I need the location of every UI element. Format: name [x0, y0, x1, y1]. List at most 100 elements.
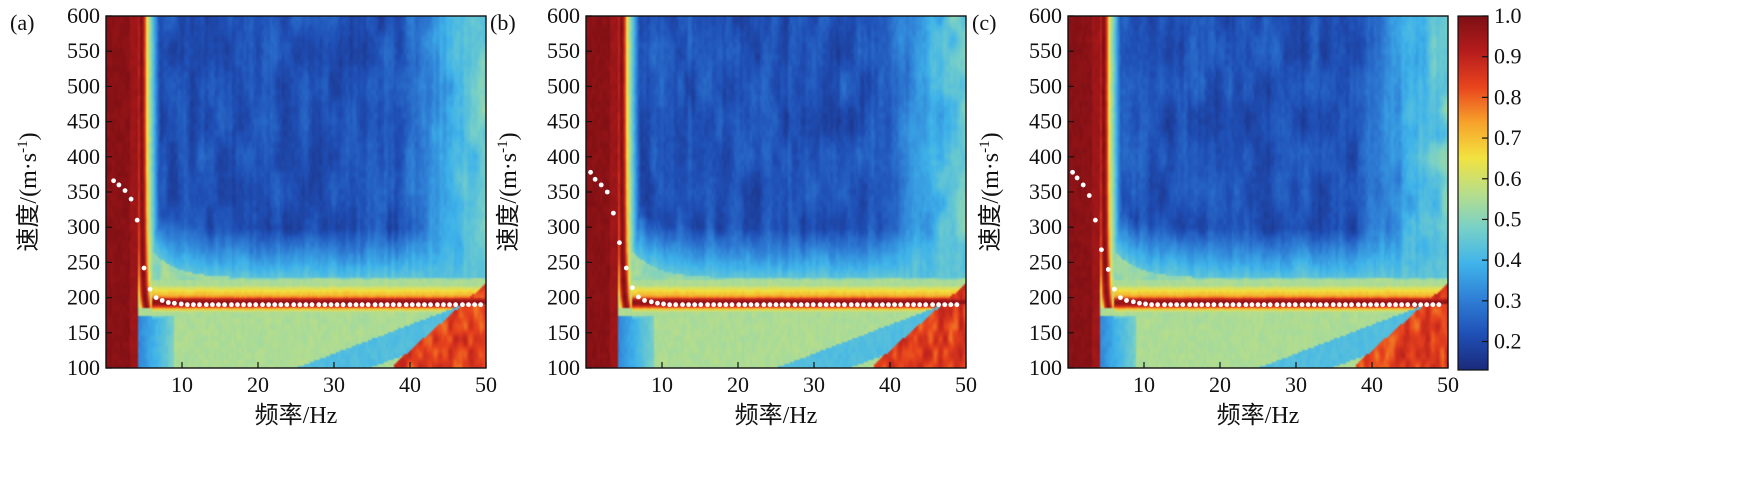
pick-point [673, 302, 679, 308]
pick-point [210, 302, 215, 308]
pick-point [942, 302, 948, 308]
colorbar-tick-label: 0.6 [1494, 166, 1522, 191]
pick-point [1330, 302, 1336, 308]
y-tick-label: 450 [1029, 109, 1062, 134]
pick-point [767, 302, 773, 308]
pick-point [1311, 302, 1317, 308]
pick-point [116, 182, 122, 188]
pick-point [1349, 302, 1354, 308]
pick-point [1393, 302, 1398, 308]
pick-point [692, 302, 698, 308]
x-axis-label: 频率/Hz [1217, 402, 1300, 429]
pick-point [923, 302, 929, 308]
pick-point [472, 302, 477, 308]
x-tick-label: 20 [1209, 372, 1231, 397]
y-tick-label: 100 [67, 355, 100, 380]
y-axis-label-sup: -1 [977, 140, 993, 153]
panel-2: 100 150 200 250 300 350 400 450 500 550 600 10 20 30 4… [490, 3, 977, 429]
pick-point [353, 302, 359, 308]
pick-point [390, 302, 396, 308]
pick-point [191, 302, 196, 308]
y-tick-label: 550 [547, 38, 580, 63]
pick-point [328, 302, 334, 308]
pick-point [1355, 302, 1361, 308]
y-axis-label-end: ) [16, 132, 42, 140]
pick-point [1074, 175, 1080, 181]
pick-point [861, 302, 866, 308]
colorbar-gradient [1458, 16, 1488, 370]
y-axis-label: 速度/(m·s-1) [977, 132, 1004, 251]
y-tick-label: 300 [67, 214, 100, 239]
pick-point [1255, 302, 1261, 308]
pick-point [428, 302, 433, 308]
pick-point [742, 302, 748, 308]
colorbar: 1.0 0.9 0.8 0.7 0.6 0.5 0.4 0.3 0.2 [1457, 3, 1522, 371]
pick-point [1205, 302, 1211, 308]
pick-point [1211, 302, 1217, 308]
pick-point [1261, 302, 1267, 308]
pick-point [1412, 302, 1417, 308]
x-tick-label: 20 [247, 372, 269, 397]
y-tick-label: 250 [1029, 249, 1062, 274]
y-tick-label: 300 [1029, 214, 1062, 239]
pick-point [128, 196, 134, 202]
x-tick-label: 50 [1437, 372, 1459, 397]
pick-point [854, 302, 860, 308]
colorbar-tick-label: 0.2 [1494, 329, 1522, 354]
pick-point [886, 302, 891, 308]
pick-point [848, 302, 854, 308]
pick-point [316, 302, 322, 308]
pick-point [711, 302, 717, 308]
pick-point [1218, 302, 1224, 308]
pick-point [347, 302, 353, 308]
pick-point [1280, 302, 1286, 308]
pick-point [1399, 302, 1405, 308]
colorbar-tick-label: 0.3 [1494, 288, 1522, 313]
y-tick-label: 400 [547, 144, 580, 169]
y-tick-label: 600 [1029, 3, 1062, 28]
x-tick-label: 30 [803, 372, 825, 397]
x-tick-label: 40 [399, 372, 421, 397]
pick-point [792, 302, 798, 308]
pick-point [598, 182, 604, 188]
pick-point [1086, 193, 1092, 198]
y-tick-label: 450 [547, 109, 580, 134]
pick-point [1092, 217, 1098, 223]
y-tick-label: 350 [67, 179, 100, 204]
y-tick-label: 200 [67, 285, 100, 310]
y-tick-label: 550 [67, 38, 100, 63]
pick-point [954, 302, 960, 308]
pick-point [278, 302, 284, 308]
pick-point [1274, 302, 1280, 308]
y-tick-label: 350 [547, 179, 580, 204]
pick-point [588, 169, 593, 175]
y-tick-label: 150 [547, 320, 580, 345]
pick-point [415, 302, 421, 308]
pick-point [642, 298, 647, 303]
pick-point [1418, 302, 1424, 308]
y-tick-label: 150 [67, 320, 100, 345]
pick-point [930, 302, 935, 308]
y-axis-label: 速度/(m·s-1) [15, 132, 42, 251]
pick-point [303, 302, 309, 308]
panel-1: 100 150 200 250 300 350 400 450 500 550 600 10 20 30 4… [10, 3, 497, 429]
pick-point [1324, 302, 1329, 308]
pick-point [1180, 302, 1186, 308]
pick-point [1292, 302, 1298, 308]
pick-point [1243, 302, 1249, 308]
pick-point [629, 285, 635, 291]
pick-point [235, 302, 240, 308]
pick-point [1336, 302, 1342, 308]
pick-point [761, 302, 767, 308]
dispersion-heatmap [586, 16, 966, 368]
pick-point [122, 188, 128, 193]
pick-point [396, 302, 402, 308]
pick-point [453, 302, 458, 308]
pick-point [165, 300, 171, 305]
pick-point [617, 240, 622, 246]
y-tick-label: 250 [67, 249, 100, 274]
pick-point [892, 302, 897, 308]
y-tick-label: 200 [1029, 285, 1062, 310]
pick-point [1224, 302, 1230, 308]
